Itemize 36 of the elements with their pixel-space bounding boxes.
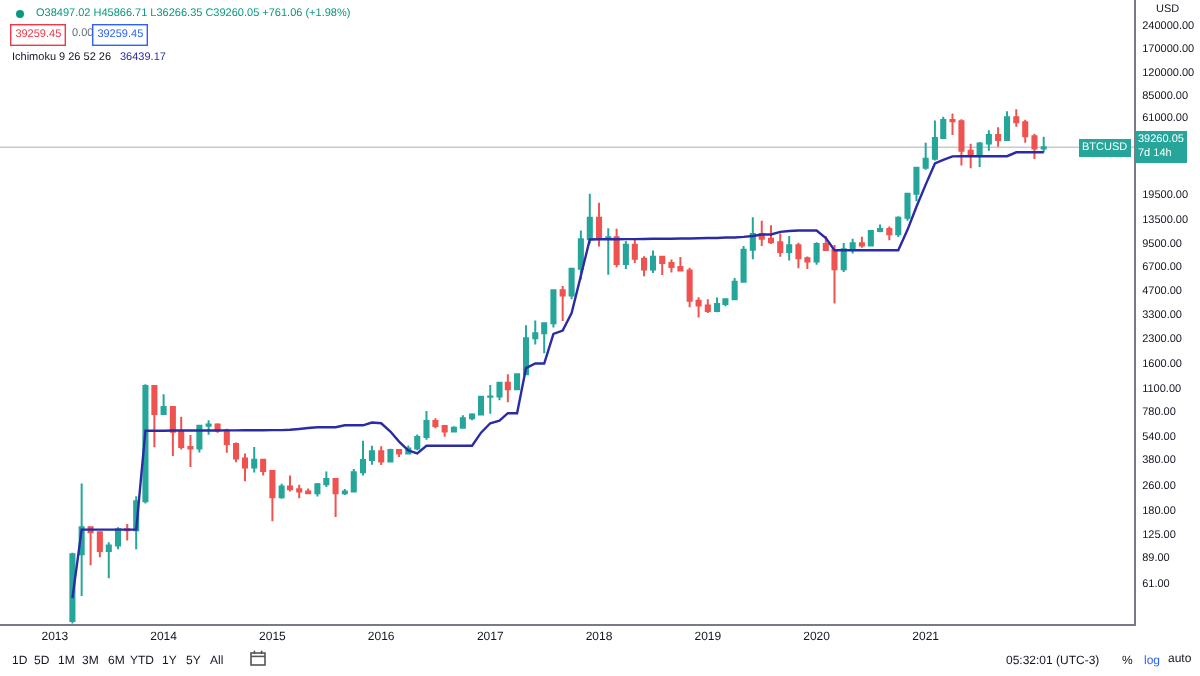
candlestick [205, 419, 212, 436]
candlestick [396, 448, 403, 458]
candlestick [786, 235, 793, 262]
candlestick [722, 297, 729, 308]
candlestick [378, 445, 385, 467]
candlestick [596, 201, 603, 248]
candlestick [504, 373, 511, 404]
candlestick [967, 142, 974, 170]
candlestick [795, 241, 802, 270]
candlestick [831, 244, 838, 305]
candlestick [714, 296, 721, 314]
candlestick [813, 241, 820, 266]
candlestick [995, 126, 1002, 148]
candlestick [931, 119, 938, 162]
candlestick [96, 531, 103, 559]
candlestick [441, 424, 448, 438]
candlestick [886, 225, 893, 242]
candlestick [251, 445, 258, 474]
candlestick [169, 405, 176, 458]
candlestick [286, 474, 294, 493]
candlestick [858, 235, 865, 249]
candlestick [332, 477, 339, 518]
candlestick [613, 227, 620, 269]
candlestick [559, 285, 566, 323]
candlestick [704, 298, 711, 314]
candlestick [278, 482, 285, 500]
candlestick [387, 447, 394, 464]
candlestick [151, 383, 158, 449]
candlestick [1004, 110, 1011, 142]
line-series [71, 151, 1045, 600]
candlestick [649, 249, 657, 274]
candlestick [1040, 135, 1047, 154]
candlestick [622, 239, 629, 271]
candlestick [160, 393, 167, 416]
candlestick [605, 227, 612, 276]
candlestick [432, 417, 439, 430]
